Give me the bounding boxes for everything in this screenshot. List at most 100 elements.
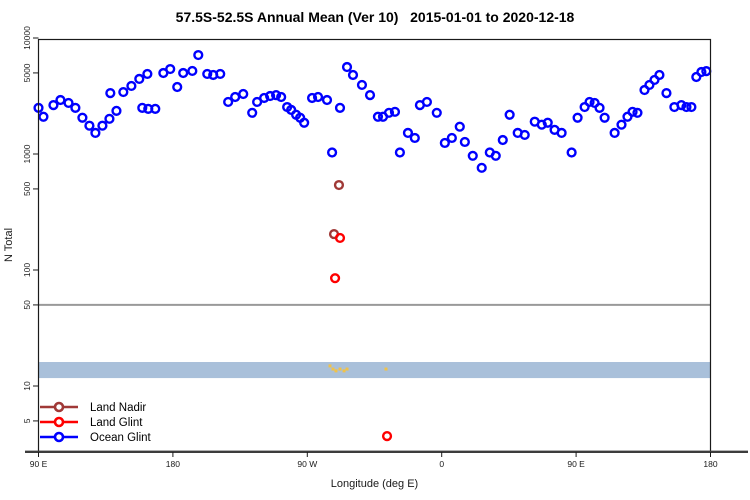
y-tick-label: 5 [22,418,32,423]
data-point [356,79,368,91]
plot-border [37,38,712,453]
legend-item: Land Glint [40,416,143,429]
data-point [504,109,515,120]
data-point [609,127,620,139]
data-point [584,96,595,108]
data-point [329,273,341,284]
data-point [542,117,553,128]
data-point [661,87,672,99]
legend-circle-swatch [53,416,65,428]
data-point [384,367,388,371]
legend-label: Land Glint [90,417,143,429]
data-point [394,147,405,158]
data-point [126,80,137,92]
data-point [178,67,189,79]
y-tick-label: 500 [22,182,32,196]
data-point [326,147,338,158]
data-point [55,94,66,106]
series-land-glint [329,232,393,442]
data-point [342,369,346,373]
data-point [306,92,318,104]
data-point [364,89,376,101]
x-tick-label: 90 W [297,459,317,469]
data-point [686,101,697,113]
data-point [48,99,59,111]
data-point [347,69,359,81]
x-axis-title: Longitude (deg E) [331,478,418,490]
data-point [247,107,258,118]
legend-item: Ocean Glint [40,431,152,444]
data-point [681,101,692,113]
data-point [594,102,605,113]
data-point [328,364,332,368]
data-point [165,63,176,75]
data-point [381,430,393,442]
data-point [599,112,610,123]
data-point [345,367,349,371]
data-point [104,113,115,124]
data-point [497,134,508,146]
data-point [265,90,276,102]
data-point [202,68,213,80]
legend-label: Ocean Glint [90,432,152,444]
data-point [467,150,478,161]
data-point [84,120,95,131]
data-point [270,89,282,101]
data-point [142,68,153,80]
data-point [341,61,353,73]
data-point [63,97,74,109]
y-axis-title: N Total [3,228,15,262]
data-point [402,127,414,139]
data-point [536,119,547,130]
data-point [383,107,395,118]
data-point [389,106,401,117]
x-tick-label: 90 E [567,459,585,469]
chart-title: 57.5S-52.5S Annual Mean (Ver 10) 2015-01… [175,9,575,25]
highlight-band [38,362,711,379]
y-tick-label: 10 [22,381,32,391]
data-point [70,102,81,113]
series-gold-marks [328,364,388,373]
data-point [519,129,530,141]
data-point [215,68,226,80]
data-point [223,96,234,108]
y-tick-label: 10000 [22,26,32,50]
data-point [490,150,501,161]
legend-circle-swatch [53,401,65,413]
data-point [312,91,324,103]
x-tick-label: 180 [166,459,180,469]
y-tick-label: 50 [22,300,32,310]
data-point [632,107,643,118]
data-point [172,81,183,93]
y-tick-label: 1000 [22,144,32,163]
data-point [372,111,384,122]
data-point [299,117,310,128]
data-point [338,367,342,371]
data-point [238,88,249,100]
data-point [459,136,470,148]
data-point [696,66,707,78]
data-point [572,112,583,123]
data-point [118,86,129,98]
data-point [321,94,333,106]
data-point [276,91,287,103]
data-point [259,92,270,104]
data-point [556,127,567,139]
data-point [334,369,338,373]
data-point [476,162,487,173]
y-tick-label: 5000 [22,63,32,82]
data-point [38,111,49,122]
x-tick-label: 90 E [30,459,48,469]
x-tick-label: 0 [439,459,444,469]
legend-circle-swatch [53,431,65,443]
data-point [439,137,450,149]
data-point [334,232,346,244]
data-point [421,96,433,108]
data-point [134,73,145,85]
x-tick-label: 180 [703,459,717,469]
data-point [334,102,346,113]
data-point [644,79,655,91]
data-point [77,112,88,123]
